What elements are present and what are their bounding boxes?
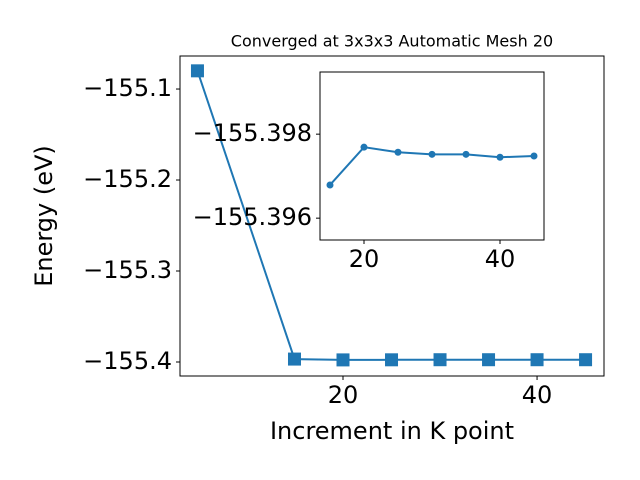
data-point [496, 153, 504, 161]
data-point [462, 150, 470, 158]
data-point [287, 352, 301, 366]
data-point [385, 353, 399, 367]
y-tick-label: −155.3 [83, 256, 172, 284]
data-point [482, 353, 496, 367]
y-tick-label: −155.1 [83, 74, 172, 102]
data-point [530, 152, 538, 160]
y-tick-label: −155.396 [193, 203, 312, 231]
data-point [190, 64, 204, 78]
data-point [360, 143, 368, 151]
data-point [433, 353, 447, 367]
data-point [428, 150, 436, 158]
data-point [336, 353, 350, 367]
y-tick-label: −155.398 [193, 119, 312, 147]
y-tick-label: −155.4 [83, 347, 172, 375]
data-point [579, 353, 593, 367]
y-axis-label: Energy (eV) [30, 145, 58, 287]
x-tick-label: 40 [522, 381, 553, 409]
x-tick-label: 20 [328, 381, 359, 409]
data-point [326, 181, 334, 189]
data-point [394, 148, 402, 156]
x-tick-label: 40 [485, 245, 516, 273]
chart-title: Converged at 3x3x3 Automatic Mesh 20 [231, 32, 553, 51]
x-tick-label: 20 [349, 245, 380, 273]
data-point [530, 353, 544, 367]
x-axis-label: Increment in K point [270, 417, 514, 445]
y-tick-label: −155.2 [83, 165, 172, 193]
series-line [196, 70, 586, 361]
